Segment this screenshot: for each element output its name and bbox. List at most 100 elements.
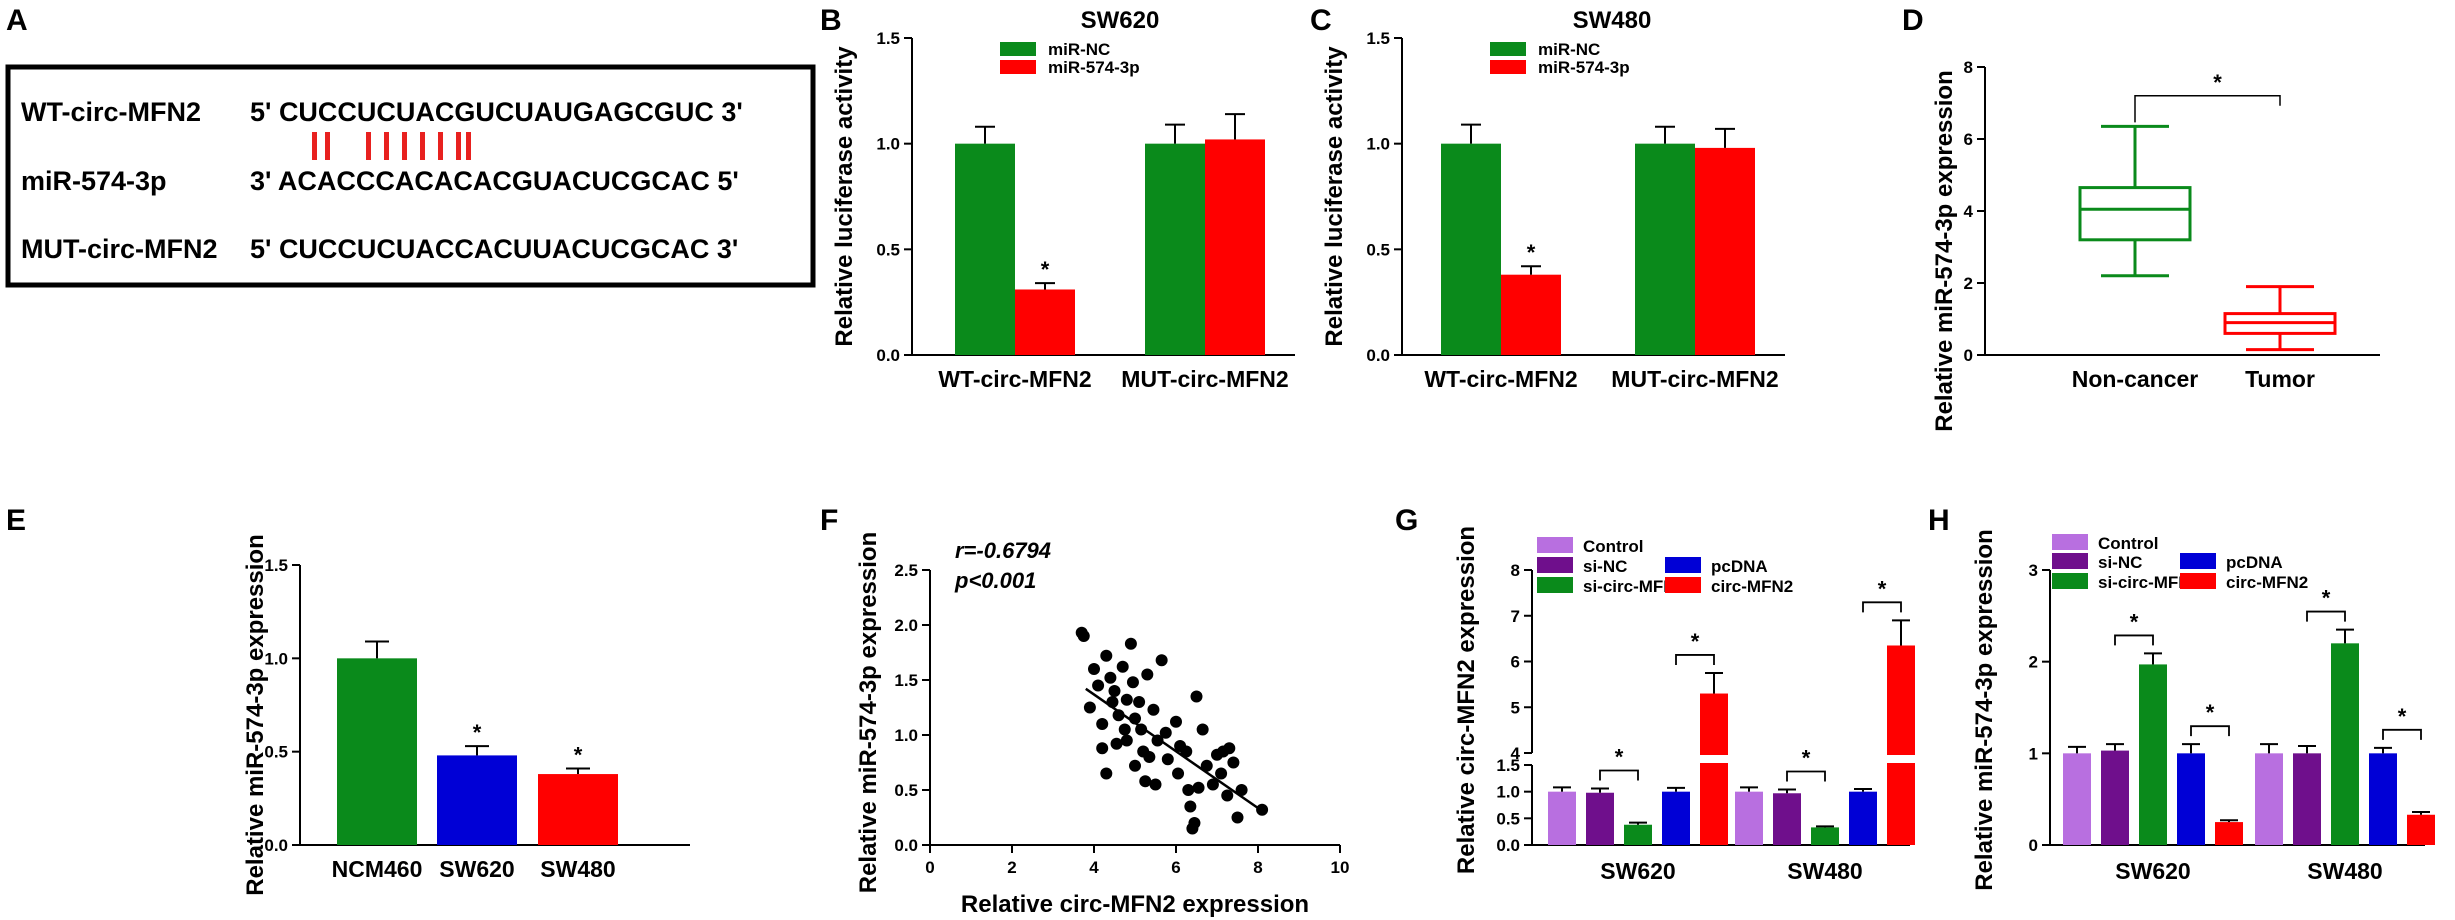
chart-c-x-category-1: MUT-circ-MFN2	[1611, 366, 1778, 392]
chart-b-y-tick-label-2: 1.0	[876, 135, 900, 154]
chart-e-x-category-1: SW620	[439, 856, 514, 882]
chart-g-legend-swatch-3	[1665, 557, 1701, 573]
panel-label-c: C	[1310, 4, 1332, 37]
wt-circ-mfn2-sequence: 5' CUCCUCUACGUCUAUGAGCGUC 3'	[250, 97, 743, 127]
chart-h-y-tick-label-0: 0	[2029, 836, 2038, 855]
chart-b-y-tick-label-0: 0.0	[876, 346, 900, 365]
chart-h: 0 1 2 3 Relative miR-574-3p expression SW620 S…	[1971, 529, 2435, 891]
chart-c-x-category-0: WT-circ-MFN2	[1424, 366, 1577, 392]
chart-g-bar-1-2	[1811, 827, 1839, 845]
chart-d-y-tick-label-3: 6	[1964, 130, 1973, 149]
chart-f-x-tick-label-2: 4	[1089, 858, 1099, 877]
chart-f-point-17	[1120, 693, 1133, 706]
chart-f-point-15	[1118, 723, 1131, 736]
panel-label-f: F	[820, 504, 838, 537]
pairing-mark-4	[384, 132, 389, 160]
chart-f-x-tick-label-5: 10	[1331, 858, 1350, 877]
chart-e-bar-2	[538, 774, 618, 845]
mir-574-3p-sequence: 3' ACACCCACACACGUACUCGCAC 5'	[250, 166, 739, 196]
chart-f-point-6	[1096, 742, 1109, 755]
chart-f-point-52	[1227, 756, 1240, 769]
chart-f-y-tick-label-1: 0.5	[894, 781, 918, 800]
chart-h-legend-label-2: si-circ-MFN2	[2098, 573, 2200, 592]
chart-c-bar-mir-nc-0	[1441, 143, 1501, 355]
chart-h-bar-1-1	[2293, 753, 2321, 845]
chart-g-bar-0-0	[1548, 791, 1576, 845]
chart-g-legend-swatch-1	[1537, 557, 1573, 573]
chart-d-y-tick-label-0: 0	[1964, 346, 1973, 365]
chart-f-point-33	[1161, 753, 1174, 766]
chart-c-significance-0: *	[1527, 240, 1536, 265]
chart-d-x-category-1: Tumor	[2245, 366, 2315, 392]
chart-f-y-tick-label-3: 1.5	[894, 671, 918, 690]
chart-f-point-12	[1110, 737, 1123, 750]
chart-g-bar-0-3	[1662, 791, 1690, 845]
chart-h-legend-label-3: pcDNA	[2226, 553, 2283, 572]
chart-c-legend-label-1: miR-574-3p	[1538, 58, 1630, 77]
panel-label-b: B	[820, 4, 842, 37]
chart-c-bar-mir-nc-1	[1635, 143, 1695, 355]
pairing-mark-8	[456, 132, 461, 160]
chart-e-significance-2: *	[574, 742, 583, 767]
chart-e-y-tick-label-2: 1.0	[264, 649, 288, 668]
chart-c-y-tick-label-3: 1.5	[1366, 29, 1390, 48]
chart-h-y-tick-label-2: 2	[2029, 653, 2038, 672]
chart-h-bar-0-1	[2101, 750, 2129, 845]
chart-h-y-tick-label-1: 1	[2029, 744, 2038, 763]
chart-g: 0.0 0.5 1.0 1.54 5 6 7 8 Relative circ-MFN2 expr…	[1453, 526, 1917, 884]
chart-h-bracket-1	[2190, 725, 2230, 737]
chart-h-legend-swatch-3	[2180, 553, 2216, 569]
panel-label-a: A	[6, 4, 28, 37]
chart-g-y-tick-label-lower-2: 1.0	[1496, 783, 1520, 802]
chart-g-legend-swatch-2	[1537, 577, 1573, 593]
chart-h-bracket-star-0: *	[2130, 609, 2139, 634]
chart-f-point-18	[1124, 637, 1137, 650]
chart-h-bracket-3	[2382, 728, 2422, 740]
chart-f-point-35	[1172, 767, 1185, 780]
chart-h-bar-1-2	[2331, 643, 2359, 845]
chart-g-bar-0-1	[1586, 792, 1614, 845]
chart-g-y-tick-label-upper-1: 5	[1511, 698, 1520, 717]
chart-h-bar-0-4	[2215, 822, 2243, 845]
chart-b-y-tick-label-1: 0.5	[876, 240, 900, 259]
pairing-mark-3	[366, 132, 371, 160]
chart-f-y-tick-label-5: 2.5	[894, 561, 918, 580]
chart-f-point-29	[1149, 778, 1162, 791]
chart-f-x-tick-label-4: 8	[1253, 858, 1262, 877]
chart-f-point-7	[1100, 767, 1113, 780]
chart-f-point-37	[1180, 745, 1193, 758]
chart-h-legend-swatch-1	[2052, 553, 2088, 569]
chart-c-y-tick-label-1: 0.5	[1366, 240, 1390, 259]
chart-c-legend-swatch-0	[1490, 42, 1526, 56]
panel-a-sequence-box: WT-circ-MFN2 5' CUCCUCUACGUCUAUGAGCGUC 3…	[5, 64, 816, 288]
chart-d-box-0	[2078, 186, 2192, 242]
chart-f-point-22	[1133, 696, 1146, 708]
chart-h-legend-swatch-0	[2052, 534, 2088, 550]
chart-f-point-9	[1104, 671, 1117, 684]
chart-c: SW480 0.0 0.5 1.0 1.5 Relative luciferase act…	[1321, 7, 1785, 392]
chart-h-legend-label-0: Control	[2098, 534, 2158, 553]
chart-b-title: SW620	[1081, 7, 1160, 34]
chart-f-point-48	[1215, 767, 1228, 780]
chart-d-significance-bracket	[2134, 95, 2281, 123]
chart-g-bar-1-4	[1887, 645, 1915, 845]
chart-h-x-category-0: SW620	[2115, 858, 2190, 884]
chart-f-x-tick-label-3: 6	[1171, 858, 1180, 877]
chart-h-legend-swatch-2	[2052, 573, 2088, 589]
chart-b-y-axis-title: Relative luciferase activity	[831, 46, 858, 347]
chart-g-bar-0-2	[1624, 824, 1652, 845]
panel-label-g: G	[1395, 504, 1418, 537]
chart-h-bracket-0	[2114, 634, 2154, 646]
chart-h-bar-0-3	[2177, 753, 2205, 845]
chart-g-bar-1-1	[1773, 793, 1801, 845]
chart-g-bar-1-0	[1735, 791, 1763, 845]
chart-g-bracket-3	[1862, 601, 1902, 613]
wt-circ-mfn2-name: WT-circ-MFN2	[21, 97, 201, 127]
chart-f-point-20	[1129, 759, 1141, 772]
chart-c-title: SW480	[1573, 7, 1652, 34]
chart-h-bar-1-0	[2255, 753, 2283, 845]
chart-h-y-axis-title: Relative miR-574-3p expression	[1971, 529, 1998, 891]
chart-b-legend-label-0: miR-NC	[1048, 40, 1110, 59]
chart-f-point-51	[1223, 742, 1236, 755]
